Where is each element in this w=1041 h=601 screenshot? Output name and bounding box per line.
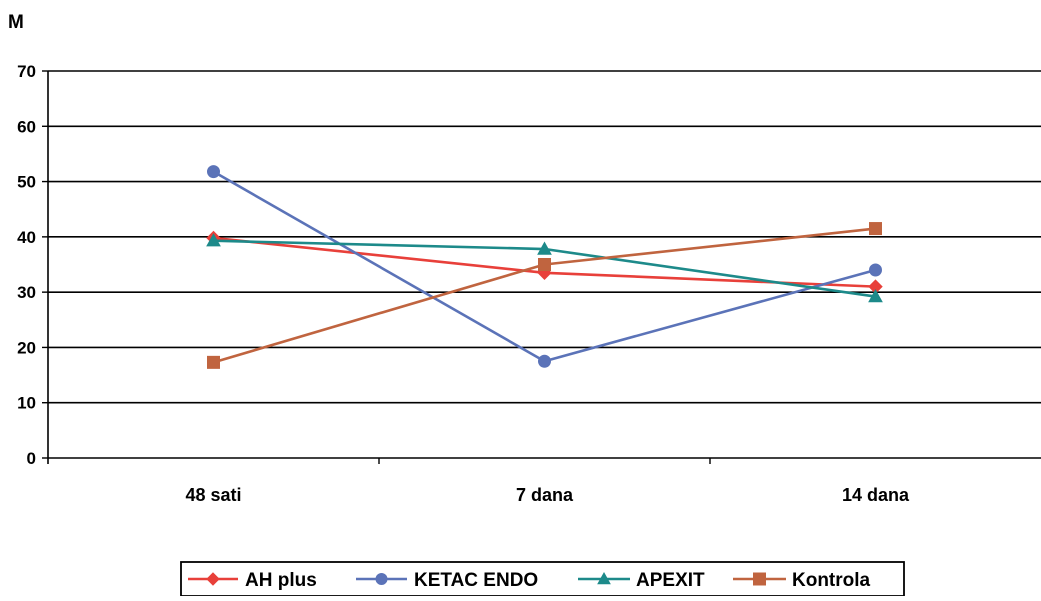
y-axis-label: M xyxy=(8,12,24,33)
legend-label: APEXIT xyxy=(636,570,705,591)
series-layer xyxy=(206,165,883,369)
y-tick-label: 0 xyxy=(27,449,36,468)
legend-swatch-marker xyxy=(206,572,220,586)
y-tick-label: 50 xyxy=(17,173,36,192)
legend-item-ketac-endo: KETAC ENDO xyxy=(356,570,538,591)
data-point-apexit xyxy=(206,233,221,247)
legend-label: Kontrola xyxy=(792,570,871,591)
series-ketac-endo xyxy=(207,165,882,368)
legend-label: AH plus xyxy=(245,570,317,591)
y-tick-label: 70 xyxy=(17,62,36,81)
data-point-ketac-endo xyxy=(538,354,551,368)
x-tick-label: 48 sati xyxy=(185,485,241,505)
y-tick-label: 30 xyxy=(17,283,36,302)
legend-swatch-marker xyxy=(753,572,766,586)
y-tick-label: 40 xyxy=(17,228,36,247)
data-point-ketac-endo xyxy=(869,263,882,277)
data-point-ketac-endo xyxy=(207,165,220,179)
legend-item-kontrola: Kontrola xyxy=(733,570,871,591)
legend-swatch-marker xyxy=(597,571,611,585)
x-tick-label: 14 dana xyxy=(842,485,910,505)
legend-item-apexit: APEXIT xyxy=(578,570,705,591)
legend-item-ah-plus: AH plus xyxy=(188,570,317,591)
series-apexit xyxy=(206,233,883,303)
axis-layer: 0 10 20 30 40 50 60 70 48 sati 7 dana 14 dana xyxy=(17,62,1041,505)
x-tick-label: 7 dana xyxy=(516,485,574,505)
grid-layer xyxy=(48,70,1041,404)
data-point-apexit xyxy=(868,289,883,303)
legend-swatch-marker xyxy=(375,573,388,585)
data-point-kontrola xyxy=(538,258,551,271)
y-tick-label: 10 xyxy=(17,394,36,413)
data-point-kontrola xyxy=(207,355,220,369)
y-tick-label: 60 xyxy=(17,117,36,136)
legend-label: KETAC ENDO xyxy=(414,570,538,591)
legend: AH plus KETAC ENDO APEXIT Kontrola xyxy=(180,561,905,597)
y-tick-label: 20 xyxy=(17,338,36,357)
series-kontrola xyxy=(207,222,882,369)
data-point-kontrola xyxy=(869,222,882,236)
data-point-apexit xyxy=(537,241,552,255)
